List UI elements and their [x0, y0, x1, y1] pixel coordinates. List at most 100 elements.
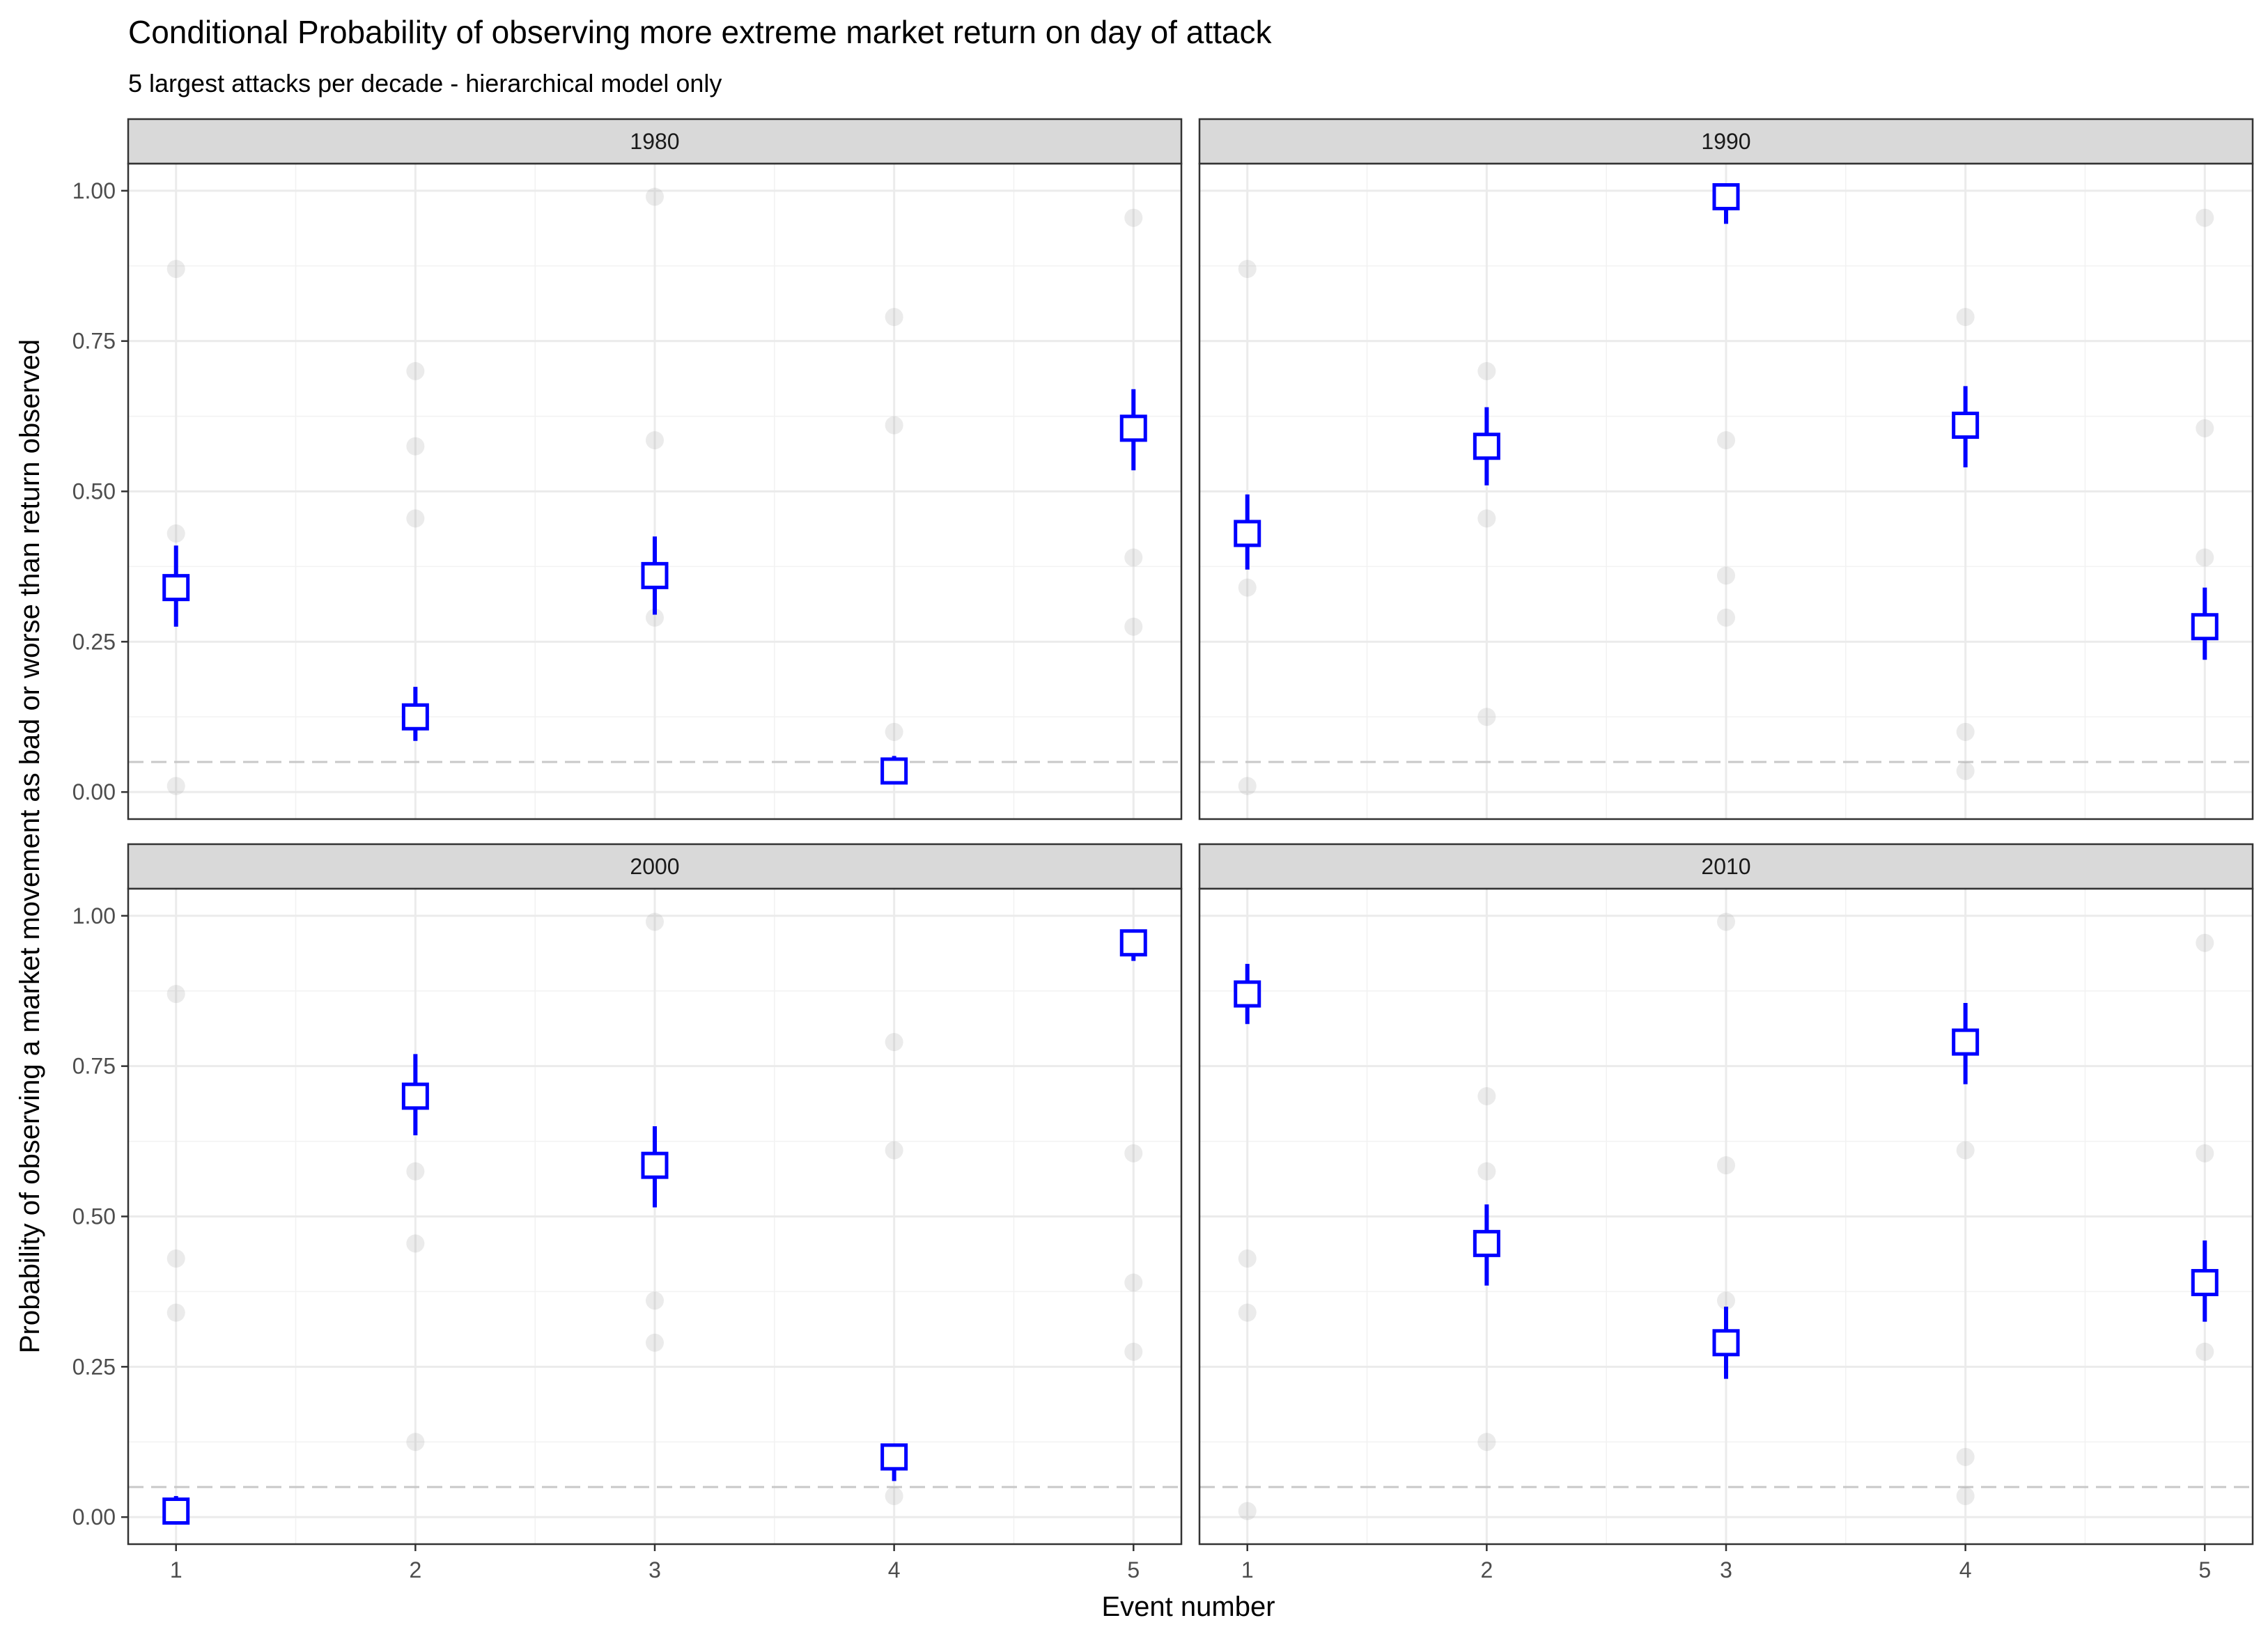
background-point [1124, 208, 1143, 227]
x-tick-label: 4 [888, 1557, 901, 1582]
background-point [1477, 1162, 1496, 1181]
facet-strip-label: 1990 [1701, 129, 1750, 154]
estimate-marker [880, 757, 908, 785]
x-tick-label: 5 [1127, 1557, 1140, 1582]
facet-panel-1990: 1990 [1198, 118, 2254, 820]
background-point [406, 509, 425, 528]
y-axis-title: Probability of observing a market moveme… [15, 339, 45, 1353]
background-point [885, 722, 903, 741]
background-point [1717, 566, 1735, 585]
background-point [1238, 1502, 1257, 1520]
background-point [1124, 1273, 1143, 1292]
background-point [646, 1333, 664, 1352]
y-tick-label: 0.00 [72, 1504, 116, 1530]
background-point [646, 1291, 664, 1310]
estimate-marker [1952, 1028, 1980, 1056]
y-tick-label: 0.75 [72, 1054, 116, 1079]
background-point [2196, 1342, 2214, 1361]
estimate-marker [1952, 412, 1980, 439]
background-point [885, 1033, 903, 1052]
facet-panel-1980: 1980 0.00 0.25 0.50 0.75 1.00 [72, 118, 1183, 820]
y-tick-label: 0.25 [72, 1354, 116, 1379]
x-tick-label: 2 [409, 1557, 421, 1582]
background-point [1477, 1433, 1496, 1452]
x-tick-label: 1 [170, 1557, 182, 1582]
background-point [1238, 578, 1257, 597]
y-tick-label: 0.50 [72, 479, 116, 504]
estimate-marker [1473, 433, 1500, 460]
background-point [1477, 708, 1496, 726]
x-tick-label: 5 [2198, 1557, 2211, 1582]
background-point [2196, 933, 2214, 952]
facet-strip [127, 843, 1183, 890]
estimate-marker [641, 561, 669, 589]
facet-strip-label: 2000 [630, 854, 679, 879]
estimate-marker [1119, 929, 1147, 957]
estimate-marker [2191, 1268, 2219, 1296]
background-point [2196, 419, 2214, 437]
background-point [406, 437, 425, 456]
y-tick-label: 1.00 [72, 178, 116, 203]
x-tick-label: 3 [648, 1557, 661, 1582]
background-point [1956, 722, 1975, 741]
background-point [1477, 361, 1496, 380]
background-point [1124, 548, 1143, 567]
y-tick-label: 0.75 [72, 329, 116, 354]
estimate-marker [1234, 980, 1261, 1008]
background-point [1717, 431, 1735, 450]
x-tick-label: 1 [1241, 1557, 1254, 1582]
facet-strip [1198, 843, 2254, 890]
background-point [646, 187, 664, 206]
estimate-marker [641, 1151, 669, 1179]
estimate-marker [2191, 613, 2219, 641]
background-point [1717, 1156, 1735, 1175]
estimate-marker [401, 1082, 429, 1110]
background-point [1717, 1291, 1735, 1310]
background-point [166, 260, 185, 279]
background-point [1956, 1447, 1975, 1466]
background-point [166, 1303, 185, 1322]
x-axis-title: Event number [1101, 1592, 1275, 1622]
estimate-marker [1473, 1229, 1500, 1257]
background-point [885, 1141, 903, 1160]
estimate-marker [401, 703, 429, 731]
y-tick-label: 0.50 [72, 1204, 116, 1229]
background-point [2196, 548, 2214, 567]
background-point [1956, 761, 1975, 780]
facet-strip [127, 118, 1183, 165]
background-point [885, 308, 903, 327]
estimate-marker [1712, 1329, 1740, 1357]
background-point [406, 1234, 425, 1253]
x-tick-label: 2 [1480, 1557, 1493, 1582]
y-tick-label: 0.25 [72, 629, 116, 654]
panels: 1980 0.00 0.25 0.50 0.75 1.00 1990 2000 0.00 0.25… [72, 118, 2254, 1582]
facet-strip-label: 1980 [630, 129, 679, 154]
estimate-marker [162, 1497, 190, 1525]
x-tick-label: 3 [1720, 1557, 1732, 1582]
background-point [166, 524, 185, 543]
background-point [646, 608, 664, 627]
background-point [166, 1249, 185, 1268]
background-point [1477, 1087, 1496, 1105]
estimate-marker [162, 574, 190, 602]
y-tick-label: 1.00 [72, 903, 116, 928]
background-point [1956, 1141, 1975, 1160]
facet-panel-2010: 2010 1 2 3 4 5 [1198, 843, 2254, 1582]
background-point [885, 1486, 903, 1505]
background-point [2196, 1144, 2214, 1162]
chart-subtitle: 5 largest attacks per decade - hierarchi… [128, 69, 722, 98]
background-point [1124, 1144, 1143, 1162]
y-tick-label: 0.00 [72, 779, 116, 804]
background-point [1238, 777, 1257, 795]
background-point [1956, 1486, 1975, 1505]
background-point [1238, 1303, 1257, 1322]
background-point [646, 912, 664, 931]
x-tick-label: 4 [1959, 1557, 1972, 1582]
estimate-marker [880, 1443, 908, 1471]
background-point [166, 777, 185, 795]
background-point [1477, 509, 1496, 528]
background-point [406, 1433, 425, 1452]
background-point [1238, 260, 1257, 279]
background-point [1717, 912, 1735, 931]
